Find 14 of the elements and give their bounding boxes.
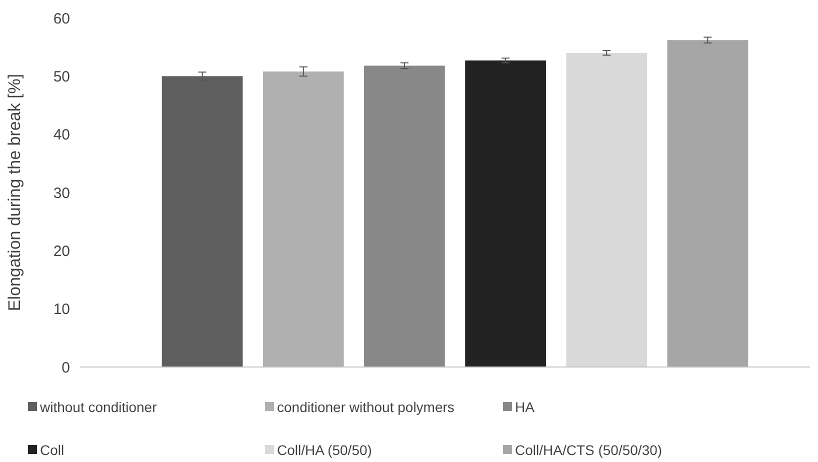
y-tick-label: 10 bbox=[53, 301, 70, 318]
legend-label: Coll bbox=[40, 442, 64, 458]
y-tick-label: 40 bbox=[53, 126, 70, 144]
legend-label: Coll/HA/CTS (50/50/30) bbox=[515, 442, 662, 458]
legend-label: conditioner without polymers bbox=[277, 398, 454, 415]
y-tick-label: 20 bbox=[53, 242, 70, 260]
y-tick-label: 50 bbox=[53, 68, 70, 86]
y-tick-label: 0 bbox=[62, 359, 70, 376]
legend-label: without conditioner bbox=[39, 398, 158, 415]
legend-label: HA bbox=[515, 398, 536, 415]
legend-label: Coll/HA (50/50) bbox=[277, 442, 372, 458]
y-tick-label: 60 bbox=[53, 10, 70, 28]
y-axis-title: Elongation during the break [%] bbox=[5, 74, 24, 312]
y-tick-label: 30 bbox=[53, 184, 70, 202]
